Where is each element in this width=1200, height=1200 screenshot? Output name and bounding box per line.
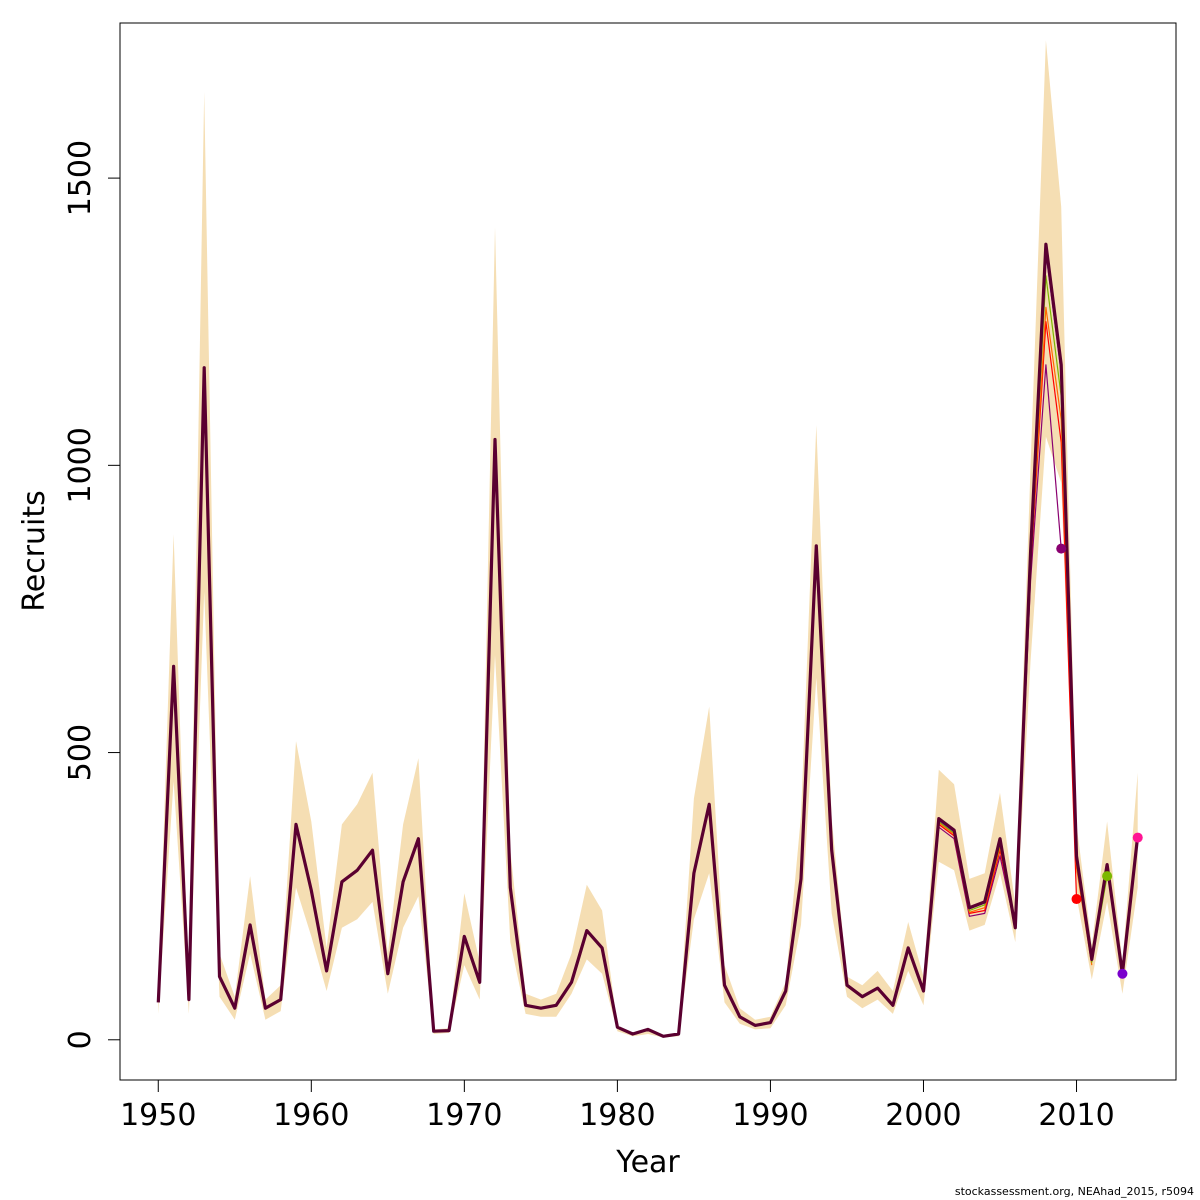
x-tick-label: 1950 xyxy=(120,1098,196,1133)
terminal-point-2014 xyxy=(1132,832,1143,843)
terminal-point-2012 xyxy=(1102,871,1113,882)
y-tick-label: 1000 xyxy=(63,427,98,503)
series-line-2014 xyxy=(156,242,1140,1038)
y-axis-label: Recruits xyxy=(17,490,52,612)
terminal-point-2013 xyxy=(1117,968,1128,979)
confidence-band-area xyxy=(158,40,1138,1038)
terminal-point-2009 xyxy=(1056,543,1067,554)
confidence-band xyxy=(158,40,1138,1038)
x-tick-label: 2000 xyxy=(885,1098,961,1133)
x-tick-label: 2010 xyxy=(1038,1098,1114,1133)
y-tick-label: 500 xyxy=(63,724,98,781)
x-tick-label: 1970 xyxy=(426,1098,502,1133)
x-tick-label: 1980 xyxy=(579,1098,655,1133)
terminal-point-2010 xyxy=(1071,894,1082,905)
series-lines xyxy=(156,242,1140,1038)
y-tick-label: 1500 xyxy=(63,140,98,216)
x-tick-label: 1960 xyxy=(273,1098,349,1133)
series-line-2009 xyxy=(922,364,1062,992)
credit-text: stockassessment.org, NEAhad_2015, r5094 xyxy=(954,1185,1194,1198)
x-tick-label: 1990 xyxy=(732,1098,808,1133)
y-tick-label: 0 xyxy=(63,1030,98,1049)
x-axis: 1950 1960 1970 1980 1990 2000 2010 xyxy=(120,1079,1115,1133)
y-axis: 0 500 1000 1500 xyxy=(63,140,121,1049)
x-axis-label: Year xyxy=(615,1145,680,1180)
terminal-points xyxy=(1056,543,1143,979)
